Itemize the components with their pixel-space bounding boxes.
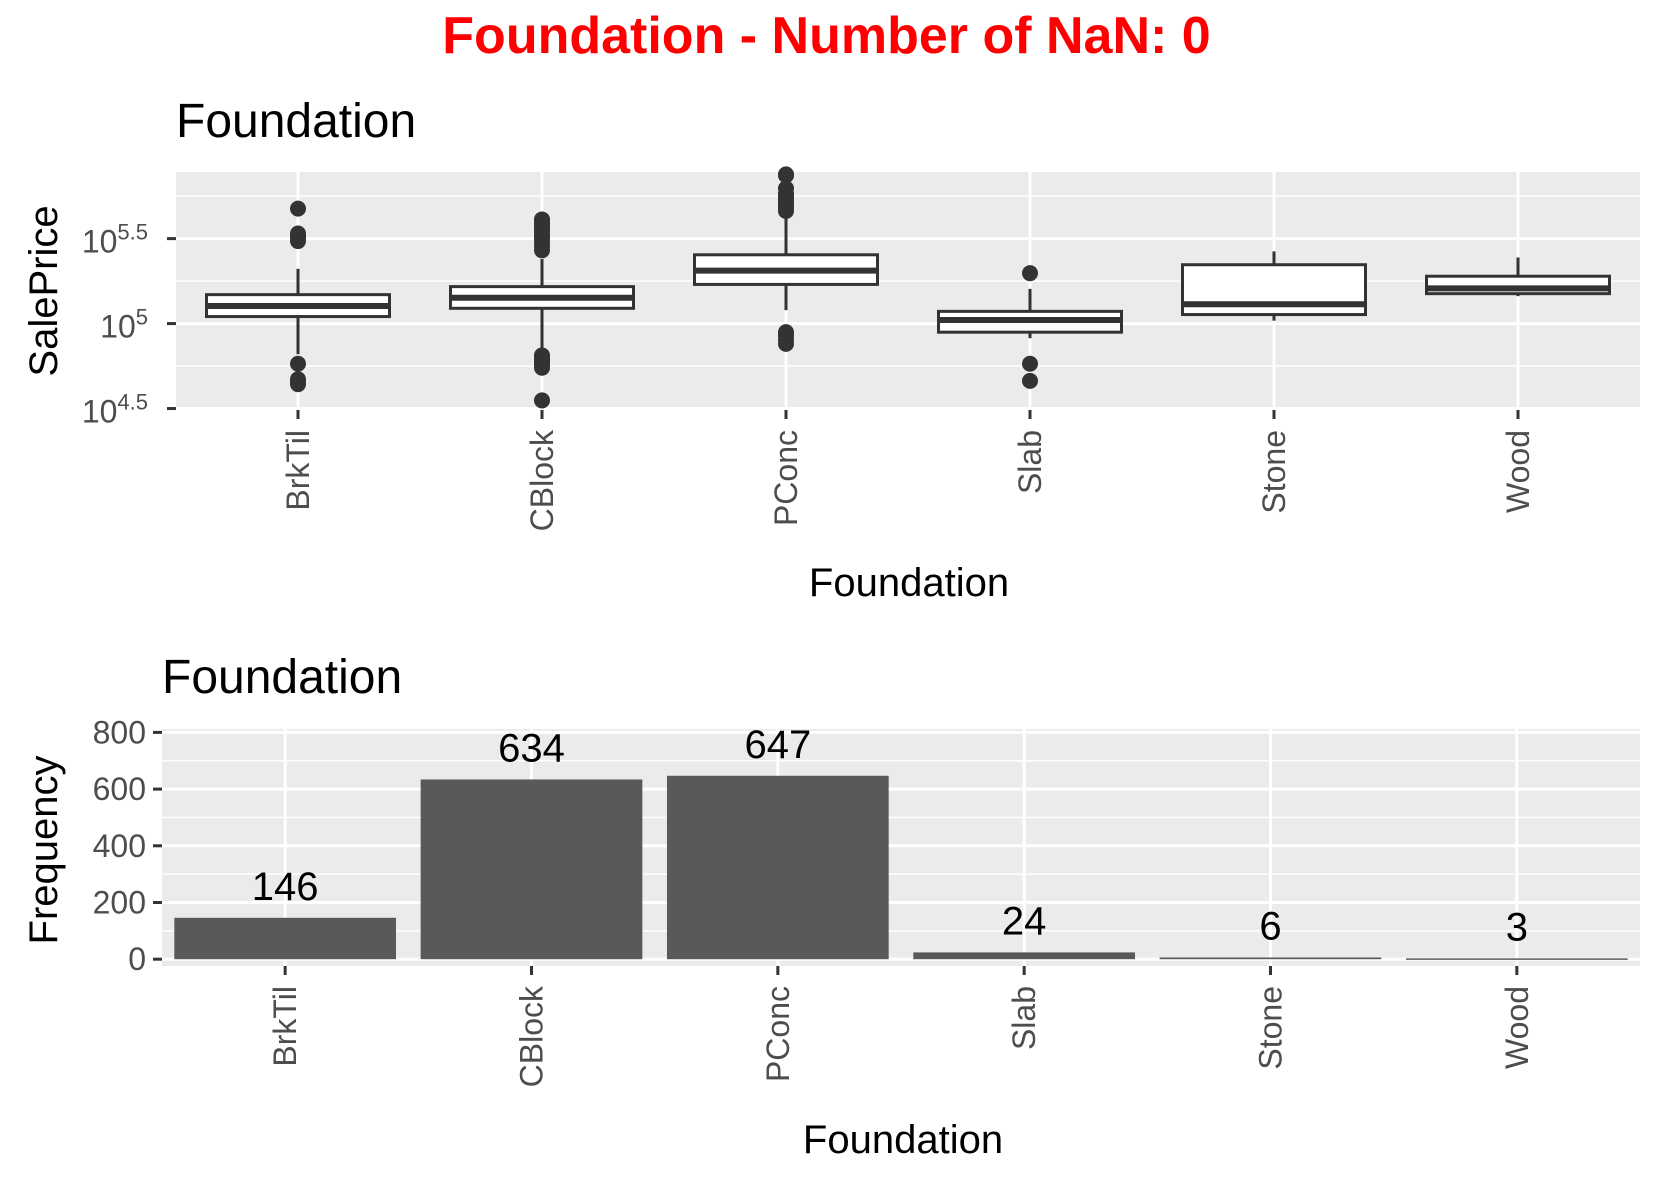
box-outlier-point bbox=[290, 371, 306, 388]
barchart-x-tick-label: PConc bbox=[760, 986, 796, 1082]
boxplot-x-tick-label: Wood bbox=[1500, 430, 1536, 513]
barchart-y-axis-title: Frequency bbox=[22, 756, 66, 945]
box-outlier-point bbox=[534, 392, 550, 409]
bar-pconc bbox=[666, 775, 889, 960]
barchart-x-tick-label: Slab bbox=[1006, 986, 1042, 1050]
box-wood bbox=[1425, 257, 1611, 297]
boxplot-x-axis-title: Foundation bbox=[809, 561, 1009, 605]
boxplot-y-tick-label: 104.5 bbox=[82, 390, 148, 430]
barchart-y-tick-label: 400 bbox=[93, 828, 146, 864]
boxplot-panel bbox=[176, 172, 1640, 410]
boxplot-x-tick-label: BrkTil bbox=[280, 430, 316, 511]
bar-brktil bbox=[174, 917, 397, 960]
boxplot-x-tick-label: CBlock bbox=[524, 429, 560, 531]
saleprice-boxplot: Foundation SalePrice Foundation 104.5 105… bbox=[22, 95, 1640, 605]
box-brktil bbox=[205, 200, 391, 393]
bar-stone bbox=[1159, 957, 1382, 960]
barchart-panel bbox=[162, 729, 1640, 966]
bar-slab bbox=[913, 952, 1136, 960]
boxplot-y-axis-title: SalePrice bbox=[22, 205, 66, 376]
box-outlier-point bbox=[290, 200, 306, 217]
bar-wood bbox=[1405, 958, 1628, 960]
box-cblock bbox=[449, 211, 635, 409]
bar-value-label: 634 bbox=[498, 726, 565, 770]
boxplot-x-tick-label: PConc bbox=[768, 430, 804, 526]
boxplot-title: Foundation bbox=[176, 95, 416, 148]
box-slab bbox=[937, 265, 1123, 389]
box-outlier-point bbox=[778, 180, 794, 197]
bar-value-label: 3 bbox=[1506, 905, 1528, 949]
barchart-y-tick-label: 200 bbox=[93, 884, 146, 920]
box-outlier-point bbox=[778, 324, 794, 341]
boxplot-y-tick-label: 105 bbox=[100, 305, 148, 345]
boxplot-x-tick-label: Stone bbox=[1256, 430, 1292, 514]
bar-value-label: 6 bbox=[1259, 904, 1281, 948]
barchart-x-tick-label: Wood bbox=[1499, 986, 1535, 1069]
box-outlier-point bbox=[290, 225, 306, 242]
box-outlier-point bbox=[1022, 372, 1038, 389]
box-pconc bbox=[693, 166, 879, 352]
bar-value-label: 146 bbox=[252, 865, 319, 909]
barchart-x-tick-label: BrkTil bbox=[267, 986, 303, 1067]
boxplot-y-tick-label: 105.5 bbox=[82, 220, 148, 260]
bar-value-label: 24 bbox=[1002, 899, 1047, 943]
box-stone bbox=[1181, 251, 1367, 321]
barchart-y-tick-label: 0 bbox=[128, 941, 146, 977]
box-outlier-point bbox=[1022, 355, 1038, 372]
main-title: Foundation - Number of NaN: 0 bbox=[442, 7, 1211, 65]
boxplot-x-tick-label: Slab bbox=[1012, 430, 1048, 494]
box-outlier-point bbox=[534, 347, 550, 364]
frequency-barchart: Foundation Frequency Foundation 0 200 400 6… bbox=[22, 651, 1640, 1162]
barchart-title: Foundation bbox=[162, 651, 402, 704]
box-outlier-point bbox=[290, 355, 306, 372]
barchart-x-tick-label: Stone bbox=[1253, 986, 1289, 1070]
box-outlier-point bbox=[534, 211, 550, 228]
box-outlier-point bbox=[1022, 265, 1038, 282]
barchart-y-tick-label: 600 bbox=[93, 771, 146, 807]
barchart-x-axis-title: Foundation bbox=[803, 1118, 1003, 1162]
barchart-y-tick-label: 800 bbox=[93, 714, 146, 750]
barchart-x-tick-label: CBlock bbox=[514, 985, 550, 1087]
box-outlier-point bbox=[778, 166, 794, 183]
bar-cblock bbox=[420, 779, 643, 960]
bar-value-label: 647 bbox=[744, 723, 811, 767]
